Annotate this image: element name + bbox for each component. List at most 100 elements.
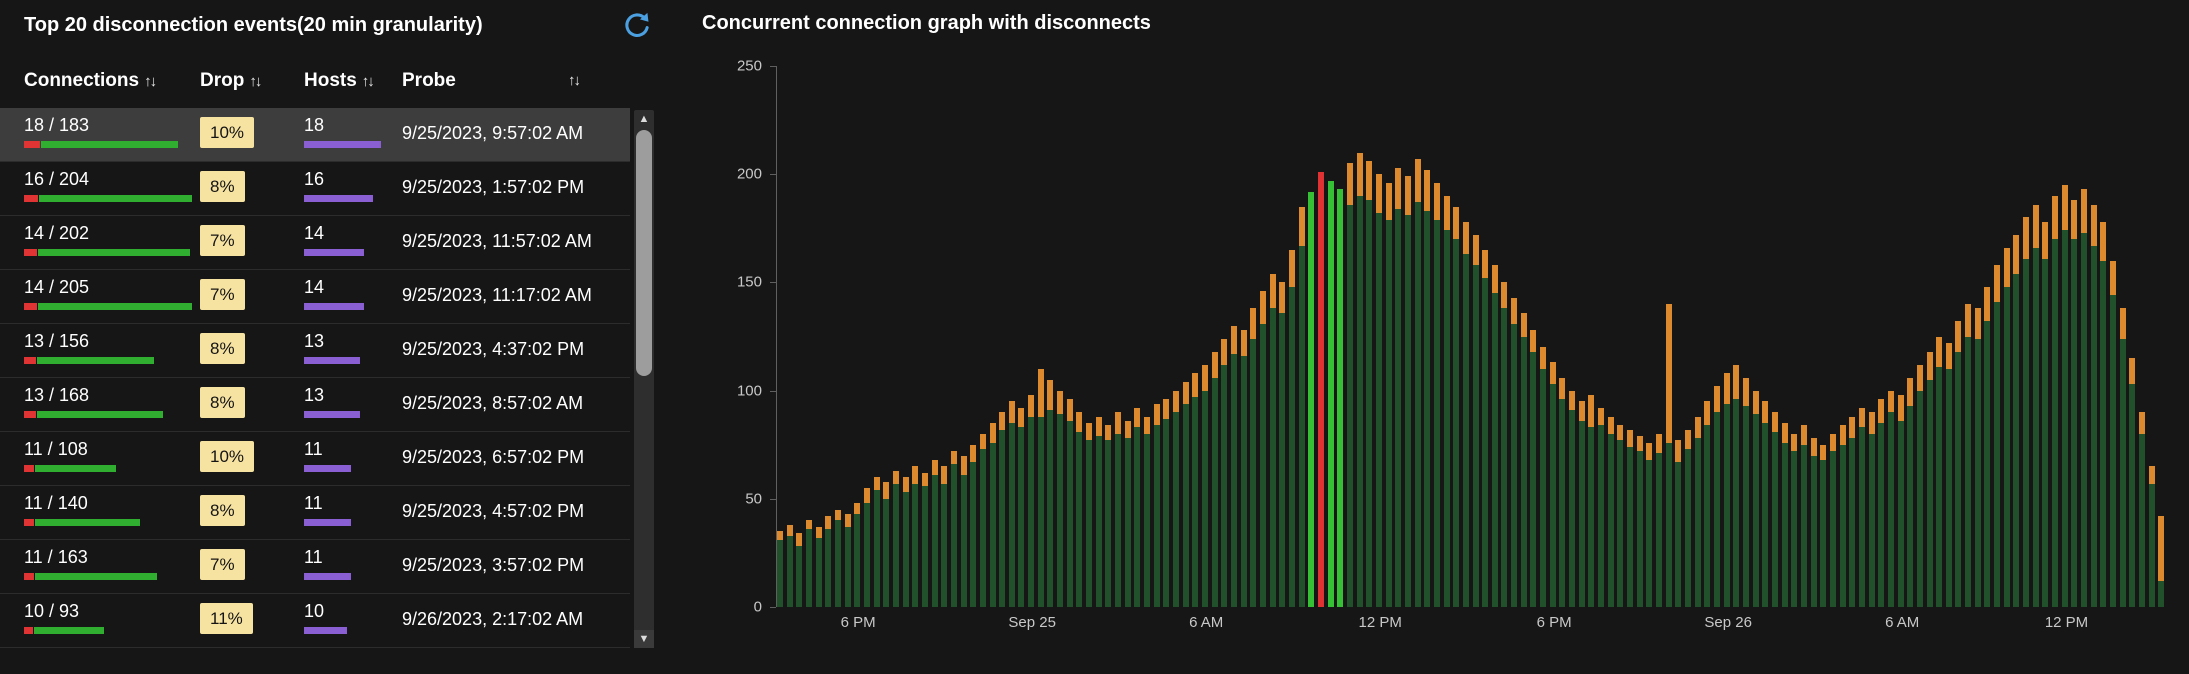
scrollbar-down-icon[interactable]: ▼ bbox=[634, 630, 654, 648]
chart-bar[interactable] bbox=[1095, 416, 1102, 607]
chart-bar[interactable] bbox=[1907, 377, 1914, 607]
chart-bar[interactable] bbox=[2042, 221, 2049, 607]
chart-bar[interactable] bbox=[912, 466, 919, 607]
table-row[interactable]: 18 / 183 10% 18 9/25/2023, 9:57:02 AM bbox=[0, 108, 630, 162]
chart-bar[interactable] bbox=[1858, 407, 1865, 607]
chart-bar[interactable] bbox=[1771, 412, 1778, 607]
chart-bar[interactable] bbox=[1694, 416, 1701, 607]
chart-bar[interactable] bbox=[1202, 364, 1209, 607]
chart-bar[interactable] bbox=[1076, 412, 1083, 607]
chart-bar[interactable] bbox=[1868, 412, 1875, 607]
chart-bar[interactable] bbox=[1028, 394, 1035, 607]
chart-bar[interactable] bbox=[2081, 189, 2088, 607]
chart-bar[interactable] bbox=[2158, 516, 2165, 607]
table-row[interactable]: 16 / 204 8% 16 9/25/2023, 1:57:02 PM bbox=[0, 162, 630, 216]
chart-bar[interactable] bbox=[989, 423, 996, 607]
chart-bar[interactable] bbox=[1936, 336, 1943, 607]
column-header-probe[interactable]: Probe bbox=[402, 70, 456, 92]
chart-bar[interactable] bbox=[1994, 265, 2001, 607]
chart-bar[interactable] bbox=[1849, 416, 1856, 607]
chart-bar[interactable] bbox=[931, 459, 938, 607]
chart-bar[interactable] bbox=[1791, 433, 1798, 607]
chart-bar[interactable] bbox=[1656, 433, 1663, 607]
chart-bar[interactable] bbox=[999, 412, 1006, 607]
chart-bar[interactable] bbox=[1617, 425, 1624, 607]
table-row[interactable]: 11 / 108 10% 11 9/25/2023, 6:57:02 PM bbox=[0, 432, 630, 486]
chart-bar[interactable] bbox=[786, 524, 793, 607]
table-row[interactable]: 11 / 140 8% 11 9/25/2023, 4:57:02 PM bbox=[0, 486, 630, 540]
column-header-hosts[interactable]: Hosts ↑↓ bbox=[304, 70, 375, 92]
chart-bar[interactable] bbox=[1163, 399, 1170, 607]
chart-bar[interactable] bbox=[1829, 433, 1836, 607]
chart-bar[interactable] bbox=[1259, 291, 1266, 607]
chart-bar-highlighted[interactable] bbox=[1337, 189, 1344, 607]
chart-bar[interactable] bbox=[921, 472, 928, 607]
chart-bar[interactable] bbox=[854, 503, 861, 607]
chart-bar[interactable] bbox=[1955, 321, 1962, 607]
chart-bar[interactable] bbox=[1086, 423, 1093, 607]
refresh-button[interactable] bbox=[618, 8, 656, 46]
chart-bar[interactable] bbox=[2110, 260, 2117, 607]
chart-bar[interactable] bbox=[950, 451, 957, 607]
chart-bar[interactable] bbox=[1211, 351, 1218, 607]
chart-bar[interactable] bbox=[1965, 304, 1972, 607]
chart-bar[interactable] bbox=[796, 533, 803, 607]
scrollbar-thumb[interactable] bbox=[636, 130, 652, 376]
chart-bar[interactable] bbox=[834, 509, 841, 607]
chart-bar[interactable] bbox=[883, 481, 890, 607]
chart-bar[interactable] bbox=[1916, 364, 1923, 607]
chart-bar[interactable] bbox=[863, 487, 870, 607]
chart-bar[interactable] bbox=[1491, 265, 1498, 607]
chart-bar[interactable] bbox=[1839, 425, 1846, 607]
chart-bar[interactable] bbox=[1375, 174, 1382, 607]
chart-bar[interactable] bbox=[1144, 416, 1151, 607]
chart-bar[interactable] bbox=[1810, 438, 1817, 607]
chart-bar[interactable] bbox=[1723, 373, 1730, 607]
chart-bar[interactable] bbox=[1298, 206, 1305, 607]
chart-bar[interactable] bbox=[1713, 386, 1720, 607]
chart-bar[interactable] bbox=[1105, 425, 1112, 607]
chart-bar[interactable] bbox=[1598, 407, 1605, 607]
chart-bar[interactable] bbox=[1482, 249, 1489, 607]
chart-bar[interactable] bbox=[805, 520, 812, 607]
chart-bar[interactable] bbox=[1115, 412, 1122, 607]
chart-bar[interactable] bbox=[1646, 442, 1653, 607]
table-scrollbar[interactable]: ▲ ▼ bbox=[634, 110, 654, 648]
chart-bar[interactable] bbox=[1424, 169, 1431, 607]
chart-bar[interactable] bbox=[777, 531, 783, 607]
chart-bar[interactable] bbox=[1404, 176, 1411, 607]
chart-bar[interactable] bbox=[1511, 297, 1518, 607]
chart-bar[interactable] bbox=[1781, 423, 1788, 607]
chart-bar[interactable] bbox=[2013, 234, 2020, 607]
chart-bar[interactable] bbox=[2139, 412, 2146, 607]
chart-bar[interactable] bbox=[1279, 282, 1286, 607]
chart-bar[interactable] bbox=[2129, 358, 2136, 607]
chart-bar[interactable] bbox=[844, 513, 851, 607]
chart-bar[interactable] bbox=[1742, 377, 1749, 607]
column-header-drop[interactable]: Drop ↑↓ bbox=[200, 70, 262, 92]
chart-bar[interactable] bbox=[1887, 390, 1894, 607]
chart-bar[interactable] bbox=[1182, 381, 1189, 607]
table-row[interactable]: 11 / 163 7% 11 9/25/2023, 3:57:02 PM bbox=[0, 540, 630, 594]
chart-bar[interactable] bbox=[1346, 163, 1353, 607]
table-row[interactable]: 13 / 156 8% 13 9/25/2023, 4:37:02 PM bbox=[0, 324, 630, 378]
table-row[interactable]: 14 / 205 7% 14 9/25/2023, 11:17:02 AM bbox=[0, 270, 630, 324]
chart-bar[interactable] bbox=[1733, 364, 1740, 607]
chart-bar[interactable] bbox=[1385, 182, 1392, 607]
chart-bar[interactable] bbox=[960, 455, 967, 607]
chart-bar[interactable] bbox=[1897, 394, 1904, 607]
chart-bar[interactable] bbox=[1008, 401, 1015, 607]
chart-bar[interactable] bbox=[1443, 195, 1450, 607]
chart-bar[interactable] bbox=[1665, 304, 1672, 607]
chart-bar[interactable] bbox=[2119, 308, 2126, 607]
chart-bar[interactable] bbox=[941, 466, 948, 607]
chart-bar[interactable] bbox=[1627, 429, 1634, 607]
chart-bar[interactable] bbox=[2100, 221, 2107, 607]
chart-bar[interactable] bbox=[1704, 401, 1711, 607]
table-row[interactable]: 14 / 202 7% 14 9/25/2023, 11:57:02 AM bbox=[0, 216, 630, 270]
chart-bar[interactable] bbox=[1762, 401, 1769, 607]
chart-bar[interactable] bbox=[1395, 167, 1402, 607]
chart-bar-highlighted[interactable] bbox=[1308, 191, 1315, 607]
chart-bar[interactable] bbox=[2148, 466, 2155, 607]
chart-bar[interactable] bbox=[970, 444, 977, 607]
